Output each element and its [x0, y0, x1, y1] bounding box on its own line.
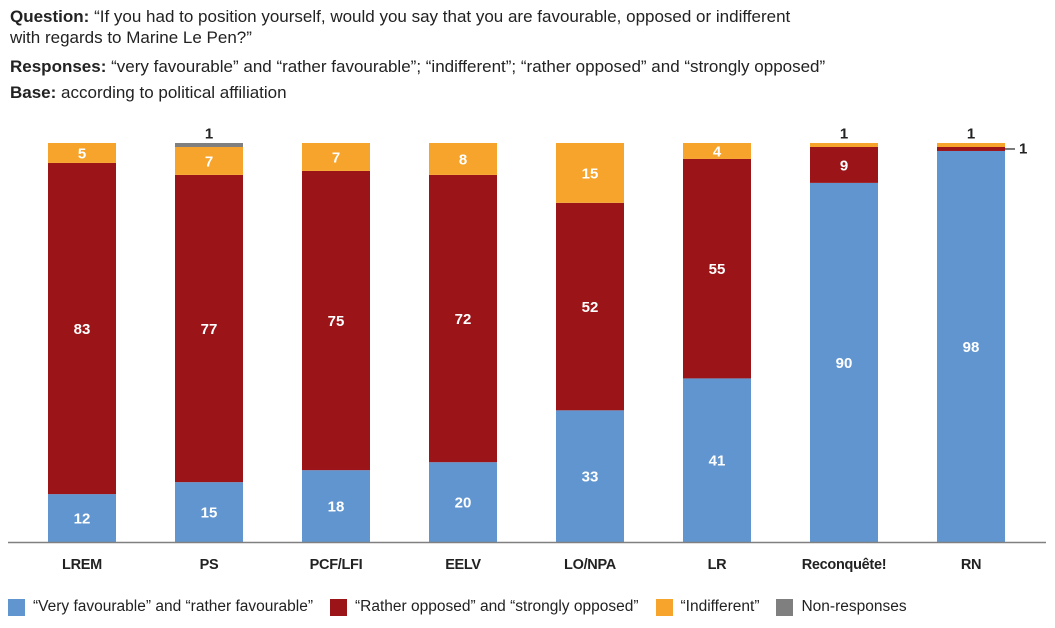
bar-segment-opposed — [429, 174, 497, 463]
data-label-favourable: 98 — [963, 339, 980, 356]
data-label-indifferent: 7 — [332, 149, 340, 166]
data-label-opposed: 1 — [1019, 140, 1027, 157]
bar-segment-indifferent — [302, 143, 370, 171]
bar-segment-indifferent — [937, 143, 1005, 147]
category-label: Reconquête! — [802, 557, 887, 573]
data-label-indifferent: 15 — [582, 165, 599, 182]
data-label-favourable: 90 — [836, 355, 853, 372]
data-label-indifferent: 7 — [205, 153, 213, 170]
question-text: “If you had to position yourself, would … — [94, 7, 791, 26]
data-label-opposed: 75 — [328, 313, 345, 330]
bar-segment-indifferent — [175, 146, 243, 175]
legend: “Very favourable” and “rather favourable… — [8, 598, 924, 616]
data-label-indifferent: 4 — [713, 143, 722, 160]
data-label-opposed: 52 — [582, 299, 599, 316]
legend-item-opposed: “Rather opposed” and “strongly opposed” — [330, 598, 639, 616]
question-label: Question: — [10, 7, 90, 26]
data-label-favourable: 33 — [582, 469, 599, 486]
bar-segment-favourable — [556, 410, 624, 542]
bar-segment-opposed — [302, 170, 370, 471]
legend-swatch-nonresponse — [776, 598, 794, 616]
base-label: Base: — [10, 83, 57, 102]
bar-segment-indifferent — [429, 143, 497, 175]
legend-label-opposed: “Rather opposed” and “strongly opposed” — [355, 598, 639, 615]
bar-segment-favourable — [810, 182, 878, 542]
legend-item-favourable: “Very favourable” and “rather favourable… — [8, 598, 313, 616]
data-label-favourable: 18 — [328, 499, 345, 516]
data-label-favourable: 15 — [201, 505, 218, 522]
bar-segment-favourable — [937, 150, 1005, 543]
bar-segment-opposed — [683, 158, 751, 379]
category-label: LREM — [62, 557, 102, 573]
bar-segment-indifferent — [556, 143, 624, 203]
bar-segment-favourable — [429, 462, 497, 542]
data-label-indifferent: 1 — [840, 126, 848, 143]
bar-segment-opposed — [48, 162, 116, 495]
bar-segment-favourable — [48, 494, 116, 542]
data-label-favourable: 20 — [455, 495, 472, 512]
bar-segment-indifferent — [810, 143, 878, 147]
bar-segment-nonresponse — [175, 143, 243, 147]
legend-swatch-favourable — [8, 598, 25, 616]
category-label: PS — [200, 557, 219, 573]
responses-label: Responses: — [10, 57, 107, 76]
base-text: according to political affiliation — [61, 83, 287, 102]
bar-segment-favourable — [683, 378, 751, 542]
data-label-nonresponse: 1 — [205, 126, 213, 143]
bar-segment-opposed — [810, 146, 878, 183]
legend-item-indifferent: “Indifferent” — [655, 598, 760, 616]
responses-text: “very favourable” and “rather favourable… — [111, 57, 826, 76]
base-line: Base: according to political affiliation — [10, 82, 287, 103]
category-label: LR — [708, 557, 728, 573]
category-label: LO/NPA — [564, 557, 617, 573]
question-line-2: with regards to Marine Le Pen?” — [10, 27, 252, 48]
bar-segment-indifferent — [683, 143, 751, 159]
bar-segment-opposed — [937, 146, 1005, 151]
data-label-indifferent: 8 — [459, 151, 467, 168]
legend-label-nonresponse: Non-responses — [801, 598, 907, 615]
bar-segment-favourable — [302, 470, 370, 542]
data-label-opposed: 9 — [840, 157, 848, 174]
bar-segment-opposed — [556, 202, 624, 411]
data-label-opposed: 83 — [74, 321, 91, 338]
data-label-indifferent: 5 — [78, 145, 86, 162]
bar-segment-opposed — [175, 174, 243, 483]
data-label-indifferent: 1 — [967, 126, 975, 143]
legend-swatch-indifferent — [655, 598, 673, 616]
data-label-opposed: 55 — [709, 261, 726, 278]
data-label-opposed: 72 — [455, 311, 472, 328]
category-label: RN — [961, 557, 981, 573]
bar-segment-indifferent — [48, 143, 116, 163]
legend-swatch-opposed — [330, 598, 348, 616]
data-label-favourable: 41 — [709, 453, 726, 470]
legend-item-nonresponse: Non-responses — [776, 598, 907, 616]
stacked-bar-chart: 12835LREM157771PS18757PCF/LFI20728EELV33… — [8, 126, 1046, 573]
data-label-favourable: 12 — [74, 511, 91, 528]
responses-line: Responses: “very favourable” and “rather… — [10, 56, 825, 77]
legend-label-favourable: “Very favourable” and “rather favourable… — [33, 598, 314, 615]
question-line-1: Question: “If you had to position yourse… — [10, 6, 790, 27]
legend-label-indifferent: “Indifferent” — [680, 598, 760, 615]
category-label: PCF/LFI — [310, 557, 363, 573]
category-label: EELV — [445, 557, 481, 573]
bar-segment-favourable — [175, 482, 243, 542]
data-label-opposed: 77 — [201, 321, 218, 338]
question-text-2: with regards to Marine Le Pen?” — [10, 28, 252, 47]
